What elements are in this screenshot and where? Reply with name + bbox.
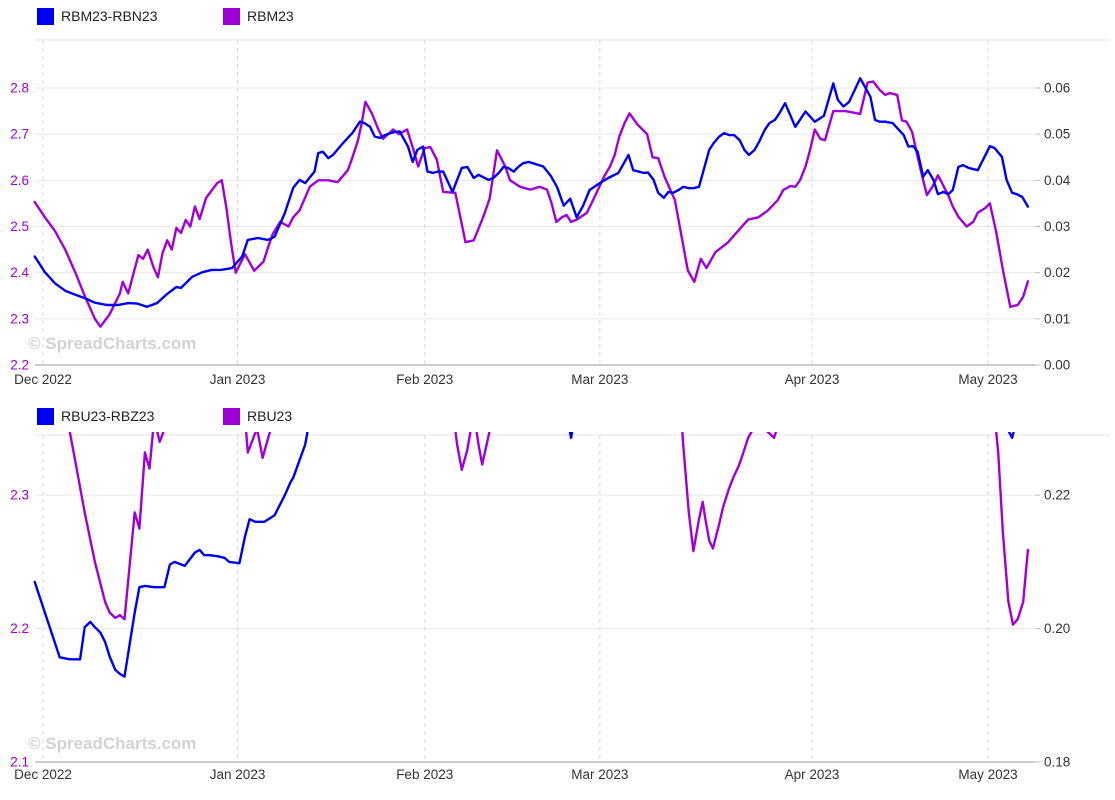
legend-top: RBM23-RBN23 RBM23 [0,8,1115,32]
x-axis-label: Feb 2023 [396,372,453,387]
right-axis-label: 0.18 [1044,755,1070,770]
right-axis-label: 0.06 [1044,81,1070,96]
legend-bottom: RBU23-RBZ23 RBU23 [0,408,1115,432]
left-axis-label: 2.4 [10,265,29,280]
legend-item-rbm23[interactable]: RBM23 [223,8,294,25]
x-axis-label: Dec 2022 [14,767,72,782]
x-axis-label: Jan 2023 [210,372,266,387]
right-axis-label: 0.20 [1044,621,1070,636]
legend-item-rbu23[interactable]: RBU23 [223,408,292,425]
legend-item-rbm23-rbn23[interactable]: RBM23-RBN23 [37,8,157,25]
left-axis-label: 2.5 [10,219,29,234]
x-axis-label: Feb 2023 [396,767,453,782]
watermark: © SpreadCharts.com [28,334,196,353]
blue-swatch-icon [37,8,54,25]
price-chart-top[interactable]: 2.8 0.06 2.7 0.05 2.6 0.04 2.5 0.03 2.4 0.02 2.3 0.… [0,32,1115,400]
legend-label: RBM23 [247,8,294,24]
right-axis-label: 0.03 [1044,219,1070,234]
x-axis-label: May 2023 [958,372,1017,387]
x-axis-label: Apr 2023 [785,372,840,387]
left-axis-label: 2.1 [10,755,29,770]
series-line-rbu23 [68,432,1030,626]
left-axis-label: 2.3 [10,488,29,503]
right-axis-label: 0.00 [1044,358,1070,373]
right-axis-label: 0.01 [1044,311,1070,326]
right-axis-label: 0.22 [1044,488,1070,503]
watermark: © SpreadCharts.com [28,734,196,753]
price-chart-bottom[interactable]: 2.60.282.50.262.40.242.30.222.20.202.10.… [0,432,1115,800]
right-axis-label: 0.05 [1044,127,1070,142]
x-axis-label: May 2023 [958,767,1017,782]
legend-label: RBU23 [247,408,293,424]
left-axis-label: 2.2 [10,621,29,636]
x-axis-label: Mar 2023 [571,767,628,782]
chart-block-bottom: RBU23-RBZ23 RBU23 2.60.282.50.262.40.242… [0,400,1115,800]
left-axis-label: 2.7 [10,127,29,142]
left-axis-label: 2.3 [10,311,29,326]
blue-swatch-icon [37,408,54,425]
series-line-rbm23 [33,80,1030,328]
left-axis-label: 2.2 [10,358,29,373]
x-axis-label: Mar 2023 [571,372,628,387]
left-axis-label: 2.8 [10,81,29,96]
x-axis-label: Jan 2023 [210,767,266,782]
right-axis-label: 0.04 [1044,173,1071,188]
chart-block-top: RBM23-RBN23 RBM23 2.8 0.06 2.7 0.05 2.6 0.04 2… [0,8,1115,400]
series-line-rbu23-rbz23 [33,432,1015,678]
x-axis-label: Apr 2023 [785,767,840,782]
legend-item-rbu23-rbz23[interactable]: RBU23-RBZ23 [37,408,154,425]
purple-swatch-icon [223,408,240,425]
legend-label: RBU23-RBZ23 [61,408,155,424]
left-axis-label: 2.6 [10,173,29,188]
x-axis-label: Dec 2022 [14,372,72,387]
legend-label: RBM23-RBN23 [61,8,158,24]
purple-swatch-icon [223,8,240,25]
series-line-rbm23-rbn23 [33,77,1030,308]
right-axis-label: 0.02 [1044,265,1070,280]
